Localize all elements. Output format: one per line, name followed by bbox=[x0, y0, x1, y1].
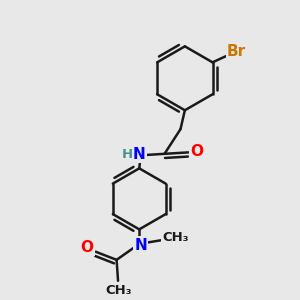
Text: CH₃: CH₃ bbox=[162, 231, 189, 244]
Text: H: H bbox=[122, 148, 133, 161]
Text: N: N bbox=[134, 238, 147, 253]
Text: O: O bbox=[190, 144, 204, 159]
Text: O: O bbox=[80, 240, 94, 255]
Text: N: N bbox=[133, 147, 146, 162]
Text: Br: Br bbox=[227, 44, 246, 59]
Text: CH₃: CH₃ bbox=[105, 284, 132, 297]
